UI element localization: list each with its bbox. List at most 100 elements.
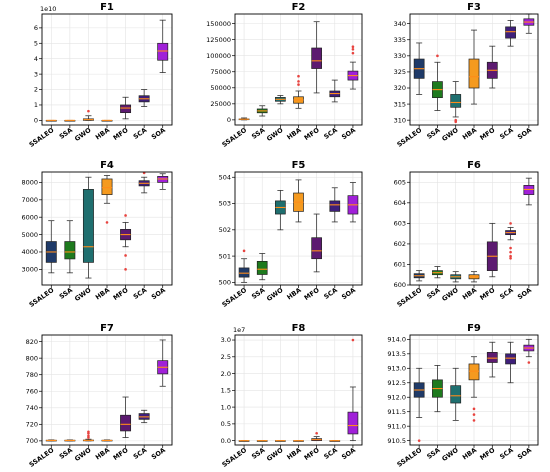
- y-tick-label: 1.0: [221, 403, 231, 411]
- box-soa: [523, 13, 535, 34]
- x-tick-label: SCA: [498, 286, 514, 301]
- box-soa: [347, 338, 359, 442]
- panel-f7: 700 720 740 760 780 800 820 F7 SSALEO SSA GWO HBA MF…: [26, 323, 173, 469]
- x-tick-label: MFO: [112, 446, 130, 462]
- box-sca: [329, 79, 341, 103]
- outlier-point: [417, 439, 421, 442]
- outlier-point: [472, 413, 476, 416]
- box-mfo: [486, 341, 498, 378]
- x-tick-label: SSALEO: [28, 126, 56, 149]
- y-tick-label: 501: [219, 252, 231, 260]
- y-tick-label: 0: [34, 117, 38, 125]
- axis-multiplier: 1e7: [233, 326, 245, 334]
- outlier-point: [351, 47, 355, 51]
- outlier-point: [509, 222, 512, 225]
- y-tick-label: 25000: [210, 100, 231, 108]
- x-tick-label: SCA: [322, 286, 338, 301]
- box-ssaleo: [238, 249, 250, 283]
- y-tick-label: 325: [394, 68, 406, 76]
- x-tick-label: SSA: [425, 126, 441, 141]
- y-tick-label: 912.0: [387, 393, 406, 401]
- y-tick-label: 3.0: [221, 336, 231, 344]
- x-tick-label: SSA: [425, 286, 441, 301]
- box-hba: [293, 74, 304, 109]
- x-tick-label: SOA: [516, 126, 533, 141]
- box-sca: [329, 187, 341, 223]
- box-mfo: [120, 96, 132, 120]
- outlier-point: [509, 254, 512, 258]
- y-tick-label: 605: [394, 178, 406, 186]
- y-tick-label: 720: [26, 421, 38, 429]
- box-body: [311, 47, 322, 69]
- box-gwo: [275, 189, 286, 231]
- outlier-point: [351, 45, 355, 49]
- box-ssa: [256, 440, 268, 442]
- y-tick-label: 0: [227, 116, 231, 124]
- x-tick-label: SCA: [322, 446, 338, 461]
- y-tick-label: 7000: [21, 196, 38, 204]
- x-tick-label: SSALEO: [396, 126, 424, 149]
- y-tick-label: 914.0: [387, 336, 406, 344]
- y-tick-label: 700: [26, 437, 38, 445]
- y-tick-label: 340: [394, 20, 406, 28]
- box-ssaleo: [45, 439, 57, 442]
- y-tick-label: 2.5: [221, 353, 231, 361]
- box-mfo: [311, 21, 322, 94]
- x-tick-label: GWO: [441, 126, 461, 143]
- outlier-point: [297, 83, 300, 86]
- panel-title: F4: [100, 160, 114, 171]
- box-ssa: [432, 364, 443, 413]
- panel-f2: 0 25000 50000 75000 100000 125000 150000 F2 SSAL…: [206, 2, 363, 149]
- box-gwo: [275, 440, 286, 442]
- box-body: [82, 189, 94, 263]
- box-ssaleo: [238, 440, 250, 442]
- box-body: [157, 42, 169, 61]
- x-tick-label: HBA: [285, 286, 302, 301]
- x-tick-label: SSA: [58, 446, 74, 461]
- x-tick-label: SOA: [150, 126, 167, 141]
- box-gwo: [82, 176, 94, 279]
- outlier-point: [87, 434, 90, 438]
- x-tick-label: SOA: [340, 286, 357, 301]
- y-tick-label: 820: [26, 338, 38, 346]
- box-body: [468, 58, 480, 89]
- outlier-point: [124, 268, 127, 271]
- x-tick-label: SSA: [250, 126, 266, 141]
- box-body: [64, 241, 76, 260]
- y-tick-label: 603: [394, 220, 406, 228]
- axis-multiplier: 1e10: [40, 5, 56, 13]
- panel-title: F2: [292, 2, 306, 13]
- panel-title: F5: [292, 160, 306, 171]
- y-tick-label: 911.5: [387, 408, 406, 416]
- y-tick-label: 910.5: [387, 437, 406, 445]
- box-mfo: [120, 396, 132, 438]
- panel-f4: 3000 4000 5000 6000 7000 8000 F4 SSALEO SSA GWO HB…: [21, 160, 173, 309]
- x-tick-label: SCA: [322, 126, 338, 141]
- x-tick-label: SCA: [132, 126, 148, 141]
- outlier-point: [105, 221, 109, 224]
- panel-f9: 910.5 911.0 911.5 912.0 912.5 913.0 913.5 914.0…: [387, 323, 539, 469]
- box-ssaleo: [413, 367, 425, 442]
- box-sca: [138, 409, 150, 424]
- x-tick-label: MFO: [303, 446, 321, 462]
- y-tick-label: 6000: [21, 213, 38, 221]
- box-soa: [157, 19, 169, 73]
- x-tick-label: HBA: [285, 126, 302, 141]
- outlier-point: [297, 74, 300, 78]
- x-tick-label: GWO: [441, 446, 461, 463]
- box-body: [311, 237, 322, 260]
- y-tick-label: 760: [26, 387, 38, 395]
- x-tick-label: SSA: [425, 446, 441, 461]
- y-tick-label: 6: [34, 24, 38, 32]
- outlier-point: [436, 54, 439, 58]
- x-tick-label: SOA: [516, 286, 533, 301]
- y-tick-label: 911.0: [387, 422, 406, 430]
- box-ssaleo: [45, 119, 57, 122]
- box-body: [120, 104, 132, 114]
- y-tick-label: 320: [394, 84, 406, 92]
- x-tick-label: GWO: [441, 286, 461, 303]
- outlier-point: [472, 419, 476, 422]
- y-tick-label: 504: [219, 173, 231, 181]
- y-tick-label: 75000: [210, 68, 231, 76]
